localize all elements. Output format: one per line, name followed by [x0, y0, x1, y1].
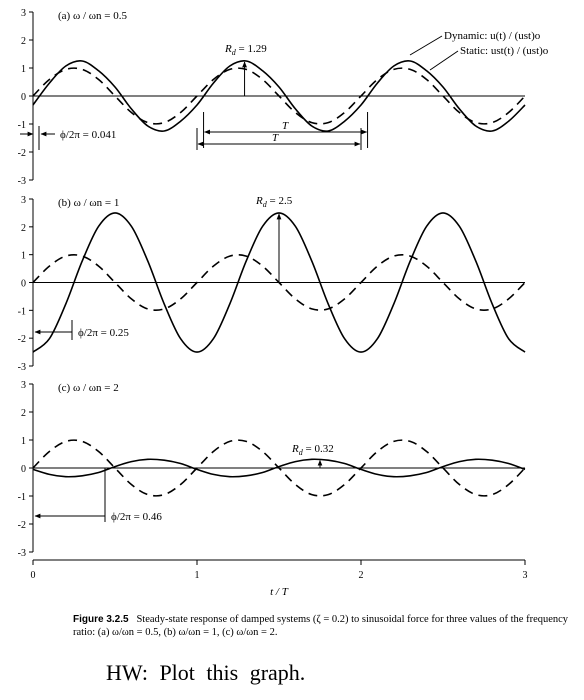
series-dynamic-panel-1: [32, 212, 526, 353]
legend-dynamic: Dynamic: u(t) / (ust)o: [444, 30, 541, 42]
x-tick-label-0: 0: [31, 570, 36, 581]
phase-label-b: ϕ/2π = 0.25: [78, 327, 129, 339]
series-static-panel-2: [32, 439, 526, 497]
y-tick-label-1-5: -2: [18, 334, 26, 345]
x-axis-label: t / T: [270, 586, 289, 598]
y-tick-label-1-4: -1: [18, 306, 26, 317]
x-tick-label-1: 1: [195, 570, 200, 581]
series-dynamic-panel-0: [32, 60, 526, 132]
phase-label-c: ϕ/2π = 0.46: [111, 511, 162, 523]
rd-label-c: Rd = 0.32: [291, 443, 334, 457]
caption-text: Steady-state response of damped systems …: [73, 614, 569, 638]
series-static-panel-0: [32, 67, 526, 125]
panel-title-0: (a) ω / ωn = 0.5: [58, 10, 127, 22]
panel-title-2: (c) ω / ωn = 2: [58, 382, 119, 394]
x-tick-label-3: 3: [523, 570, 528, 581]
period-label-static: T: [272, 132, 279, 144]
y-tick-label-2-3: 0: [21, 464, 26, 475]
y-tick-label-2-2: 1: [21, 436, 26, 447]
series-dynamic-panel-2: [32, 458, 526, 478]
legend-static: Static: ust(t) / (ust)o: [460, 45, 549, 57]
y-tick-label-2-0: 3: [21, 380, 26, 391]
panel-title-1: (b) ω / ωn = 1: [58, 197, 119, 209]
y-tick-label-0-5: -2: [18, 148, 26, 159]
y-tick-label-1-6: -3: [18, 362, 26, 373]
rd-label-b: Rd = 2.5: [255, 195, 293, 209]
period-label-dynamic: T: [282, 120, 289, 132]
y-tick-label-2-1: 2: [21, 408, 26, 419]
y-tick-label-1-0: 3: [21, 195, 26, 206]
y-tick-label-2-6: -3: [18, 548, 26, 559]
y-tick-label-0-4: -1: [18, 120, 26, 131]
y-tick-label-1-1: 2: [21, 223, 26, 234]
figure-caption: Figure 3.2.5 Steady-state response of da…: [73, 613, 573, 639]
y-tick-label-1-2: 1: [21, 251, 26, 262]
figure-plots: 3 2 1 0 -1 -2 -3 (a) ω / ωn = 0.5 3 2 1 0 -1 -2 -3 (b) …: [18, 8, 549, 598]
y-tick-label-0-2: 1: [21, 64, 26, 75]
legend-leader-static: [429, 50, 459, 71]
y-tick-label-2-5: -2: [18, 520, 26, 531]
y-tick-label-0-3: 0: [21, 92, 26, 103]
caption-label: Figure 3.2.5: [73, 614, 129, 625]
y-tick-label-0-1: 2: [21, 36, 26, 47]
y-tick-label-0-6: -3: [18, 176, 26, 187]
y-tick-label-1-3: 0: [21, 279, 26, 290]
y-tick-label-0-0: 3: [21, 8, 26, 19]
phase-label-a: ϕ/2π = 0.041: [60, 129, 116, 141]
y-tick-label-2-4: -1: [18, 492, 26, 503]
legend-leader-dynamic: [409, 35, 443, 56]
rd-label-a: Rd = 1.29: [224, 43, 267, 57]
x-tick-label-2: 2: [359, 570, 364, 581]
homework-note: HW: Plot this graph.: [106, 660, 306, 685]
